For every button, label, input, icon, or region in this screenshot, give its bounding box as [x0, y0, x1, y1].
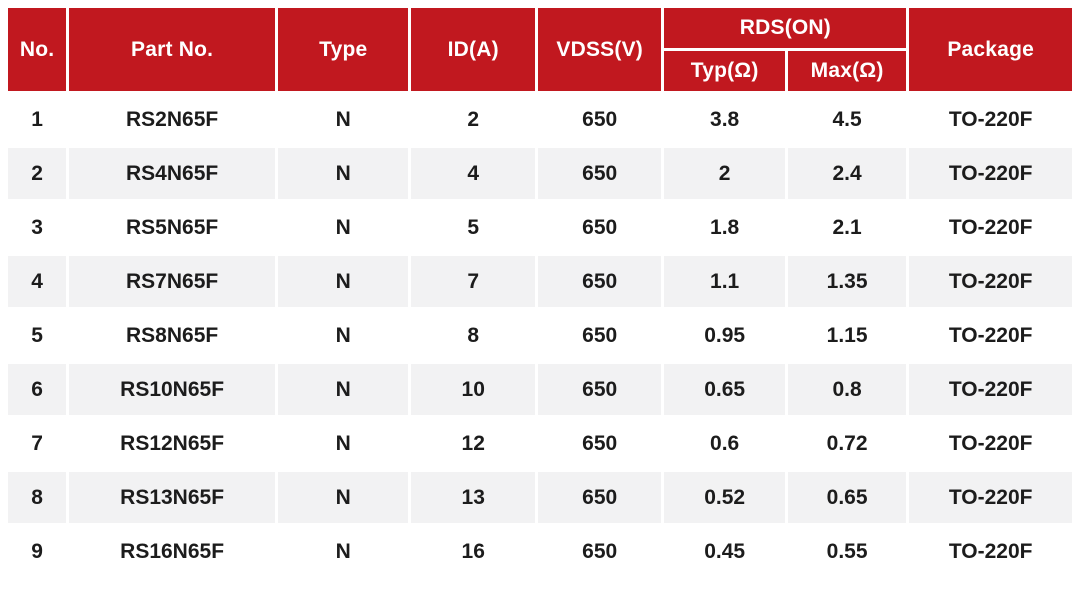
cell-no: 8: [8, 472, 67, 523]
cell-rds-typ: 0.6: [664, 418, 785, 469]
cell-id: 16: [411, 526, 535, 577]
cell-vdss: 650: [537, 418, 662, 469]
col-header-id: ID(A): [411, 8, 535, 91]
cell-package: TO-220F: [909, 310, 1072, 361]
cell-package: TO-220F: [909, 202, 1072, 253]
table-row: 2 RS4N65F N 4 650 2 2.4 TO-220F: [8, 148, 1072, 199]
cell-rds-typ: 0.45: [664, 526, 785, 577]
cell-type: N: [278, 202, 409, 253]
cell-vdss: 650: [537, 202, 662, 253]
table-row: 9 RS16N65F N 16 650 0.45 0.55 TO-220F: [8, 526, 1072, 577]
cell-type: N: [278, 364, 409, 415]
cell-id: 8: [411, 310, 535, 361]
cell-no: 4: [8, 256, 67, 307]
cell-rds-max: 0.8: [787, 364, 907, 415]
cell-id: 10: [411, 364, 535, 415]
mosfet-spec-table: No. Part No. Type ID(A) VDSS(V) RDS(ON) …: [5, 5, 1075, 580]
cell-id: 7: [411, 256, 535, 307]
cell-rds-max: 2.1: [787, 202, 907, 253]
cell-rds-typ: 0.95: [664, 310, 785, 361]
cell-rds-max: 0.55: [787, 526, 907, 577]
cell-vdss: 650: [537, 256, 662, 307]
cell-type: N: [278, 472, 409, 523]
cell-package: TO-220F: [909, 526, 1072, 577]
cell-vdss: 650: [537, 148, 662, 199]
table-row: 8 RS13N65F N 13 650 0.52 0.65 TO-220F: [8, 472, 1072, 523]
cell-type: N: [278, 310, 409, 361]
table-row: 3 RS5N65F N 5 650 1.8 2.1 TO-220F: [8, 202, 1072, 253]
cell-no: 5: [8, 310, 67, 361]
cell-rds-typ: 1.8: [664, 202, 785, 253]
cell-package: TO-220F: [909, 94, 1072, 145]
cell-rds-typ: 3.8: [664, 94, 785, 145]
table-row: 7 RS12N65F N 12 650 0.6 0.72 TO-220F: [8, 418, 1072, 469]
cell-package: TO-220F: [909, 472, 1072, 523]
cell-part-no: RS13N65F: [69, 472, 275, 523]
cell-package: TO-220F: [909, 418, 1072, 469]
cell-rds-max: 1.35: [787, 256, 907, 307]
col-header-no: No.: [8, 8, 67, 91]
cell-package: TO-220F: [909, 148, 1072, 199]
cell-id: 12: [411, 418, 535, 469]
cell-id: 5: [411, 202, 535, 253]
cell-id: 13: [411, 472, 535, 523]
cell-part-no: RS7N65F: [69, 256, 275, 307]
cell-no: 9: [8, 526, 67, 577]
table-header: No. Part No. Type ID(A) VDSS(V) RDS(ON) …: [8, 8, 1072, 91]
cell-no: 3: [8, 202, 67, 253]
cell-part-no: RS10N65F: [69, 364, 275, 415]
cell-part-no: RS2N65F: [69, 94, 275, 145]
cell-type: N: [278, 418, 409, 469]
cell-vdss: 650: [537, 364, 662, 415]
cell-type: N: [278, 94, 409, 145]
cell-rds-typ: 0.52: [664, 472, 785, 523]
cell-rds-max: 0.72: [787, 418, 907, 469]
cell-rds-max: 0.65: [787, 472, 907, 523]
col-header-vdss: VDSS(V): [537, 8, 662, 91]
table-row: 5 RS8N65F N 8 650 0.95 1.15 TO-220F: [8, 310, 1072, 361]
cell-rds-typ: 0.65: [664, 364, 785, 415]
cell-package: TO-220F: [909, 256, 1072, 307]
cell-rds-typ: 1.1: [664, 256, 785, 307]
cell-type: N: [278, 148, 409, 199]
cell-type: N: [278, 256, 409, 307]
cell-rds-max: 1.15: [787, 310, 907, 361]
table-container: No. Part No. Type ID(A) VDSS(V) RDS(ON) …: [5, 5, 1075, 580]
col-header-rds-max: Max(Ω): [787, 51, 907, 91]
cell-no: 7: [8, 418, 67, 469]
cell-part-no: RS4N65F: [69, 148, 275, 199]
cell-id: 4: [411, 148, 535, 199]
cell-part-no: RS12N65F: [69, 418, 275, 469]
col-header-part-no: Part No.: [69, 8, 275, 91]
header-row-sub: Typ(Ω) Max(Ω): [8, 51, 1072, 91]
table-body: 1 RS2N65F N 2 650 3.8 4.5 TO-220F 2 RS4N65F N 4 650 2…: [8, 94, 1072, 577]
cell-vdss: 650: [537, 310, 662, 361]
cell-rds-typ: 2: [664, 148, 785, 199]
cell-vdss: 650: [537, 472, 662, 523]
cell-vdss: 650: [537, 526, 662, 577]
cell-rds-max: 4.5: [787, 94, 907, 145]
table-row: 4 RS7N65F N 7 650 1.1 1.35 TO-220F: [8, 256, 1072, 307]
cell-part-no: RS8N65F: [69, 310, 275, 361]
cell-rds-max: 2.4: [787, 148, 907, 199]
cell-part-no: RS16N65F: [69, 526, 275, 577]
cell-vdss: 650: [537, 94, 662, 145]
cell-type: N: [278, 526, 409, 577]
col-header-rds-typ: Typ(Ω): [664, 51, 785, 91]
col-header-type: Type: [278, 8, 409, 91]
cell-id: 2: [411, 94, 535, 145]
cell-no: 2: [8, 148, 67, 199]
table-row: 1 RS2N65F N 2 650 3.8 4.5 TO-220F: [8, 94, 1072, 145]
cell-package: TO-220F: [909, 364, 1072, 415]
table-row: 6 RS10N65F N 10 650 0.65 0.8 TO-220F: [8, 364, 1072, 415]
cell-part-no: RS5N65F: [69, 202, 275, 253]
col-header-rds-on: RDS(ON): [664, 8, 907, 48]
col-header-package: Package: [909, 8, 1072, 91]
cell-no: 1: [8, 94, 67, 145]
cell-no: 6: [8, 364, 67, 415]
header-row-top: No. Part No. Type ID(A) VDSS(V) RDS(ON) …: [8, 8, 1072, 91]
